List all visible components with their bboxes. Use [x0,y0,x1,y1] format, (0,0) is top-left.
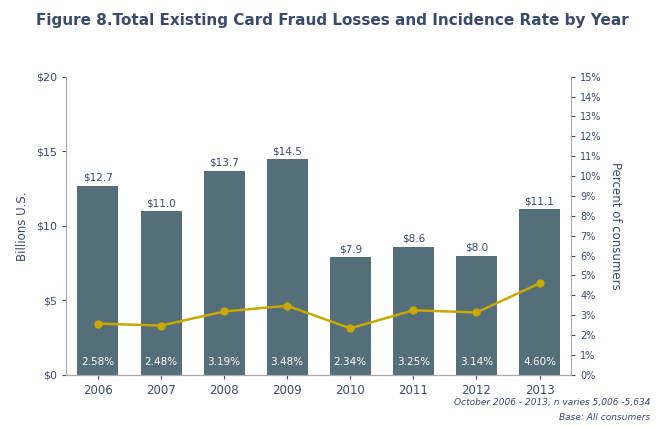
Text: $7.9: $7.9 [339,245,362,254]
Text: 3.19%: 3.19% [208,357,240,367]
Text: 3.25%: 3.25% [397,357,430,367]
Text: Figure 8.Total Existing Card Fraud Losses and Incidence Rate by Year: Figure 8.Total Existing Card Fraud Losse… [36,13,628,28]
Bar [456,256,497,375]
Bar [330,257,371,375]
Text: $14.5: $14.5 [272,146,302,156]
Text: $11.0: $11.0 [146,198,176,208]
Text: $12.7: $12.7 [83,173,113,183]
Text: 2.34%: 2.34% [334,357,367,367]
Y-axis label: Percent of consumers: Percent of consumers [608,162,622,290]
Text: $8.0: $8.0 [465,243,488,253]
Text: $11.1: $11.1 [525,197,554,207]
Text: 2.58%: 2.58% [82,357,114,367]
Text: $8.6: $8.6 [402,234,425,244]
Text: October 2006 - 2013, n varies 5,006 -5,634: October 2006 - 2013, n varies 5,006 -5,6… [454,398,651,407]
Bar [141,211,181,375]
Bar [204,170,244,375]
Y-axis label: Billions U.S.: Billions U.S. [17,191,29,261]
Bar [393,247,434,375]
Text: 3.48%: 3.48% [271,357,303,367]
Bar [519,209,560,375]
Text: 4.60%: 4.60% [523,357,556,367]
Text: $13.7: $13.7 [209,158,239,168]
Text: 2.48%: 2.48% [145,357,177,367]
Text: 3.14%: 3.14% [460,357,493,367]
Bar [267,158,307,375]
Text: Base: All consumers: Base: All consumers [560,413,651,422]
Bar [78,186,118,375]
